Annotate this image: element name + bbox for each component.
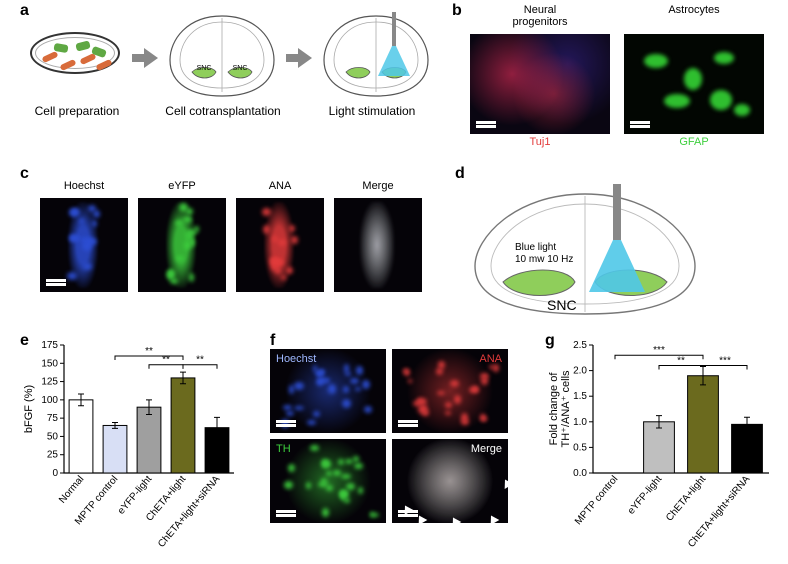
panel-c-title: ANA [236,180,324,192]
panel-e-bar-chart: 0255075100125150175bFGF (%)NormalMPTP co… [20,335,240,555]
svg-text:Fold change ofTH⁺/ANA⁺ cells: Fold change ofTH⁺/ANA⁺ cells [548,370,572,448]
svg-text:SNC: SNC [233,65,248,72]
arrow-icon [144,48,158,68]
panel-c-title: Merge [334,180,422,192]
svg-text:***: *** [719,355,731,366]
svg-text:MPTP control: MPTP control [573,474,620,527]
svg-text:75: 75 [47,413,59,424]
svg-text:175: 175 [41,340,58,351]
svg-text:SNC: SNC [197,65,212,72]
micrograph-hoechst [40,198,128,292]
arrow-icon [298,48,312,68]
panel-d: Blue light 10 mw 10 Hz SNC [455,180,775,320]
panel-c-title: Hoechst [40,180,128,192]
svg-text:**: ** [145,346,153,357]
micrograph-ana [236,198,324,292]
panel-b-title-1: Astrocytes [624,4,764,16]
micro-title: Merge [471,443,502,455]
svg-text:125: 125 [41,377,58,388]
brain-section-light-icon [316,10,436,100]
step-caption-1: Cell cotransplantation [158,104,288,118]
panel-b-title-0: Neural progenitors [470,4,610,28]
svg-text:ChETA+light+siRNA: ChETA+light+siRNA [156,474,222,550]
micrograph-merge [334,198,422,292]
marker-gfap: GFAP [624,136,764,148]
panel-b: Neural progenitors Astrocytes Tuj1 GFAP [452,4,772,154]
panel-a: SNC SNC Cell preparation Cell cotranspla… [20,4,430,154]
svg-text:2.0: 2.0 [573,366,587,377]
micro-title: ANA [479,353,502,365]
panel-f: Hoechst ANA TH Merge [270,335,520,555]
svg-text:25: 25 [47,450,59,461]
svg-text:0.5: 0.5 [573,442,587,453]
micrograph-tuj1 [470,34,610,134]
svg-text:150: 150 [41,358,58,369]
svg-text:**: ** [677,355,685,366]
step-caption-2: Light stimulation [312,104,432,118]
svg-text:eYFP-light: eYFP-light [626,474,665,517]
brain-light-diagram-icon: Blue light 10 mw 10 Hz SNC [455,180,715,320]
step-caption-0: Cell preparation [22,104,132,118]
svg-text:1.0: 1.0 [573,417,587,428]
micrograph-ana: ANA [392,349,508,433]
panel-c-title: eYFP [138,180,226,192]
svg-text:bFGF (%): bFGF (%) [23,385,35,433]
panel-c: Hoechst eYFP ANA Merge [20,180,430,310]
culture-dish-icon [30,32,120,74]
svg-text:100: 100 [41,395,58,406]
panel-g-bar-chart: 0.0 0.5 1.0 1.5 2.0 2.5 Fold change ofTH⁺/ANA⁺… [545,335,775,555]
brain-section-icon: SNC SNC [162,10,282,100]
svg-text:10 mw 10 Hz: 10 mw 10 Hz [515,254,573,265]
svg-text:SNC: SNC [547,297,577,313]
micrograph-hoechst: Hoechst [270,349,386,433]
marker-tuj1: Tuj1 [470,136,610,148]
svg-text:1.5: 1.5 [573,391,587,402]
svg-text:**: ** [196,355,204,366]
svg-text:***: *** [653,345,665,356]
svg-text:0.0: 0.0 [573,468,587,479]
svg-text:Blue light: Blue light [515,242,556,253]
svg-text:2.5: 2.5 [573,340,587,351]
svg-text:Normal: Normal [57,474,86,506]
svg-text:ChETA+light: ChETA+light [664,474,708,524]
micrograph-merge: Merge [392,439,508,523]
micrograph-eyfp [138,198,226,292]
micrograph-gfap [624,34,764,134]
micro-title: Hoechst [276,353,316,365]
micro-title: TH [276,443,291,455]
svg-text:50: 50 [47,431,59,442]
micrograph-th: TH [270,439,386,523]
svg-text:0: 0 [52,468,58,479]
